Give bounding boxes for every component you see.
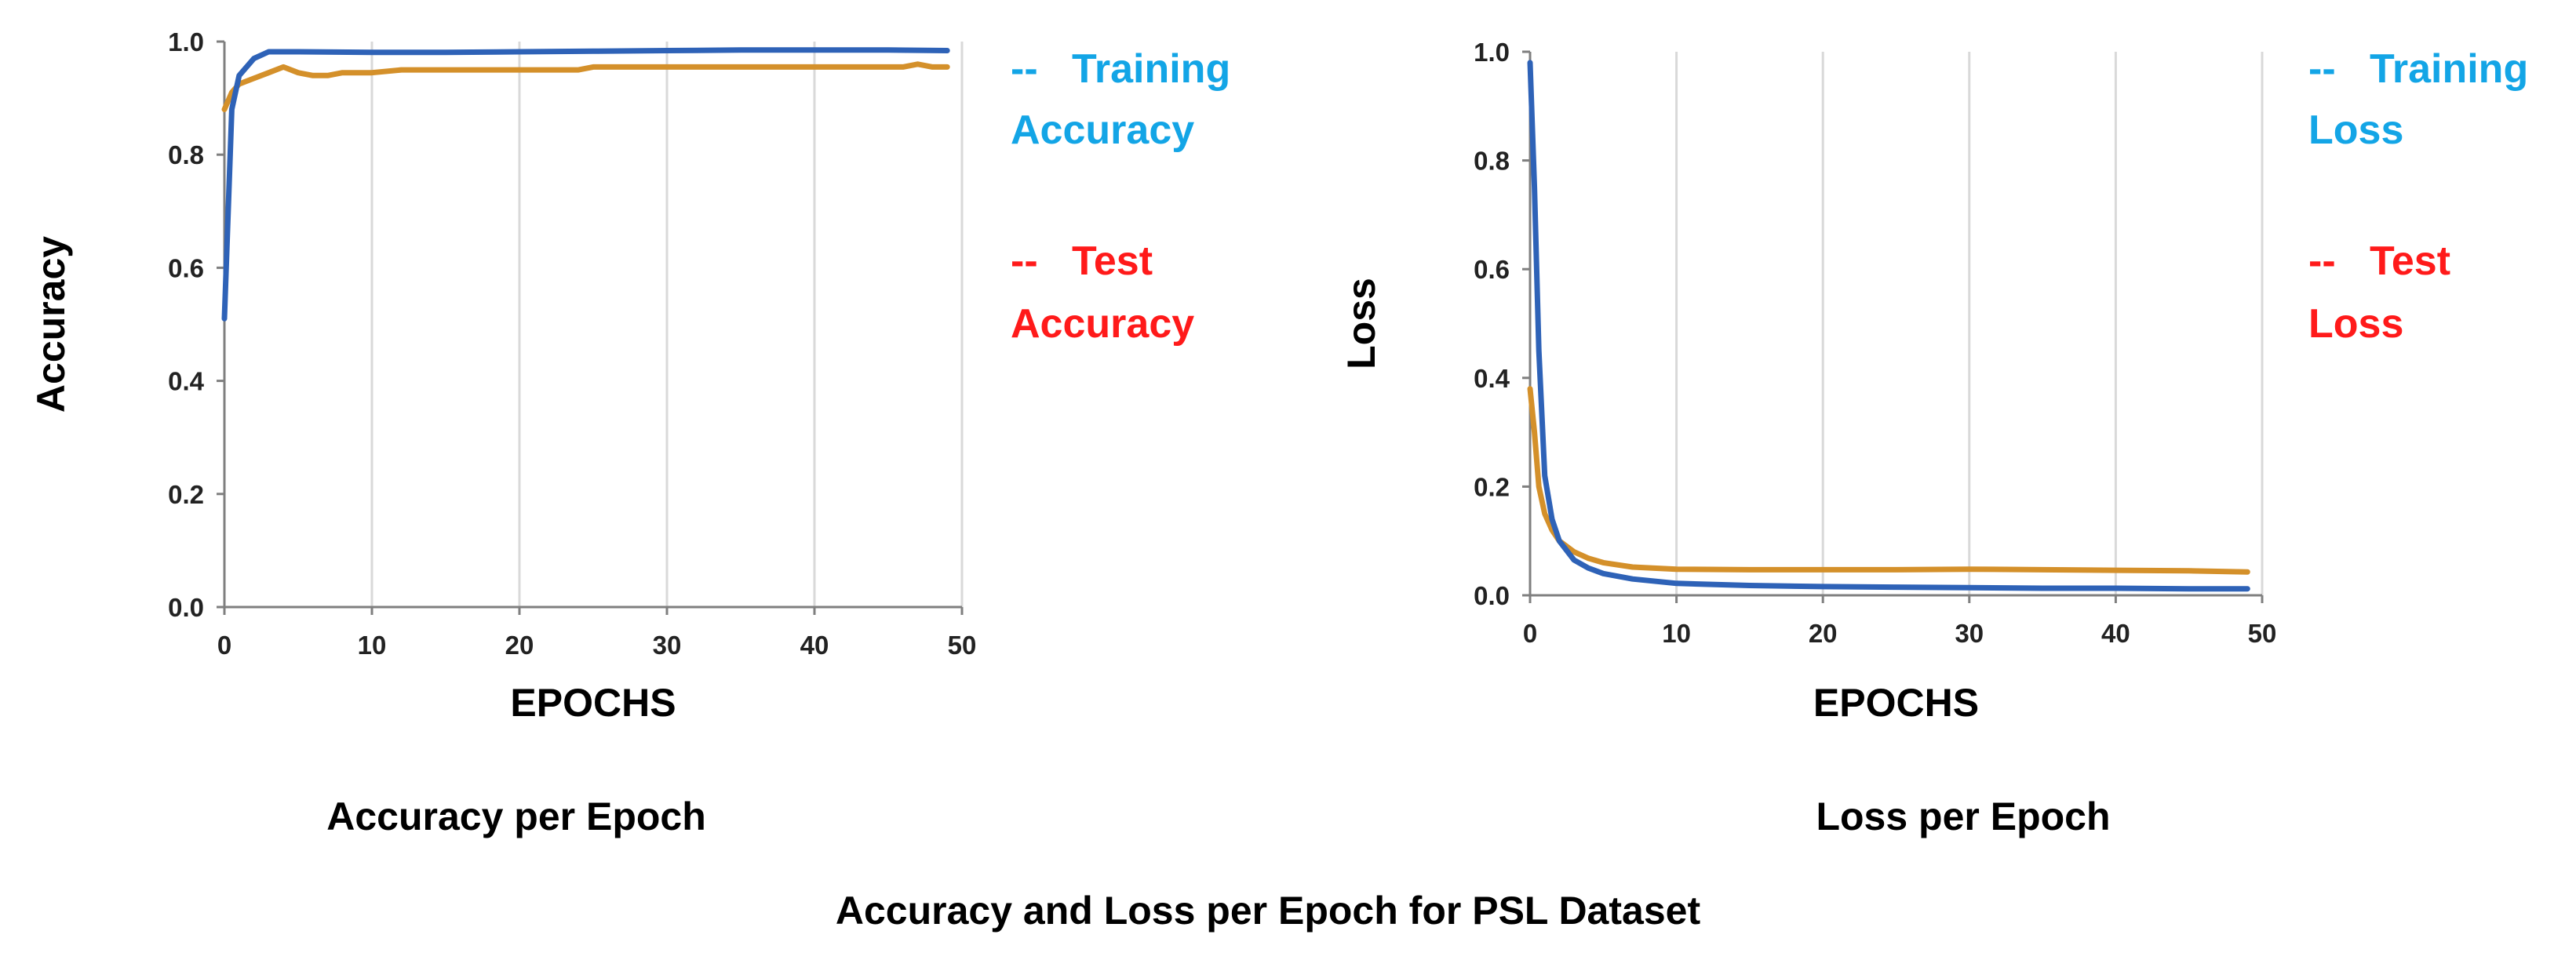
x-tick-label: 30 (1955, 619, 1984, 648)
panel-caption: Loss per Epoch (1816, 795, 2110, 838)
accuracy-chart: 0.0 0.2 0.4 0.6 0.8 1.0 0 10 20 30 40 50 EPOCHS Accur… (29, 27, 1230, 838)
y-tick-label: 0.4 (168, 367, 205, 396)
legend-entry-line2: Accuracy (1011, 301, 1194, 347)
y-tick-label: 0.2 (168, 480, 204, 509)
legend-entry-line1: -- Training (1011, 46, 1230, 92)
figure-caption: Accuracy and Loss per Epoch for PSL Data… (836, 889, 1701, 933)
y-tick-label: 0.2 (1474, 472, 1510, 501)
legend-entry-line2: Loss (2308, 301, 2403, 347)
x-tick-label: 0 (1523, 619, 1537, 648)
legend-entry-line1: -- Training (2308, 46, 2528, 92)
x-axis-title: EPOCHS (510, 681, 676, 725)
x-tick-label: 10 (1662, 619, 1691, 648)
x-tick-label: 40 (2101, 619, 2130, 648)
x-tick-label: 40 (800, 631, 829, 660)
x-tick-label: 20 (505, 631, 534, 660)
x-axis-title: EPOCHS (1813, 681, 1979, 725)
loss-chart: 0.0 0.2 0.4 0.6 0.8 1.0 0 10 20 30 40 50 EPOCHS Loss -… (1339, 38, 2528, 838)
x-tick-label: 20 (1809, 619, 1838, 648)
x-tick-label: 50 (948, 631, 977, 660)
y-tick-label: 0.0 (168, 593, 204, 622)
series-line-test (221, 61, 950, 112)
panel-caption: Accuracy per Epoch (326, 795, 706, 838)
series-line-training (1527, 60, 2250, 592)
legend-entry-line1: -- Test (1011, 238, 1153, 284)
y-tick-label: 0.0 (1474, 581, 1510, 610)
y-tick-label: 1.0 (1474, 38, 1510, 67)
x-tick-label: 0 (217, 631, 231, 660)
y-tick-label: 0.6 (168, 253, 204, 282)
y-axis-title: Loss (1339, 278, 1383, 369)
x-tick-label: 50 (2248, 619, 2277, 648)
legend-entry-line1: -- Test (2308, 238, 2450, 284)
x-tick-label: 30 (653, 631, 682, 660)
y-tick-label: 0.4 (1474, 364, 1510, 393)
legend-entry-line2: Accuracy (1011, 107, 1194, 153)
y-tick-label: 0.8 (1474, 147, 1510, 176)
y-tick-label: 0.8 (168, 140, 204, 169)
series-line-training (221, 47, 950, 322)
y-tick-label: 1.0 (168, 27, 204, 56)
x-tick-label: 10 (358, 631, 387, 660)
series-line-test (1527, 386, 2250, 575)
y-axis-title: Accuracy (29, 236, 73, 413)
legend-entry-line2: Loss (2308, 107, 2403, 153)
y-tick-label: 0.6 (1474, 255, 1510, 284)
